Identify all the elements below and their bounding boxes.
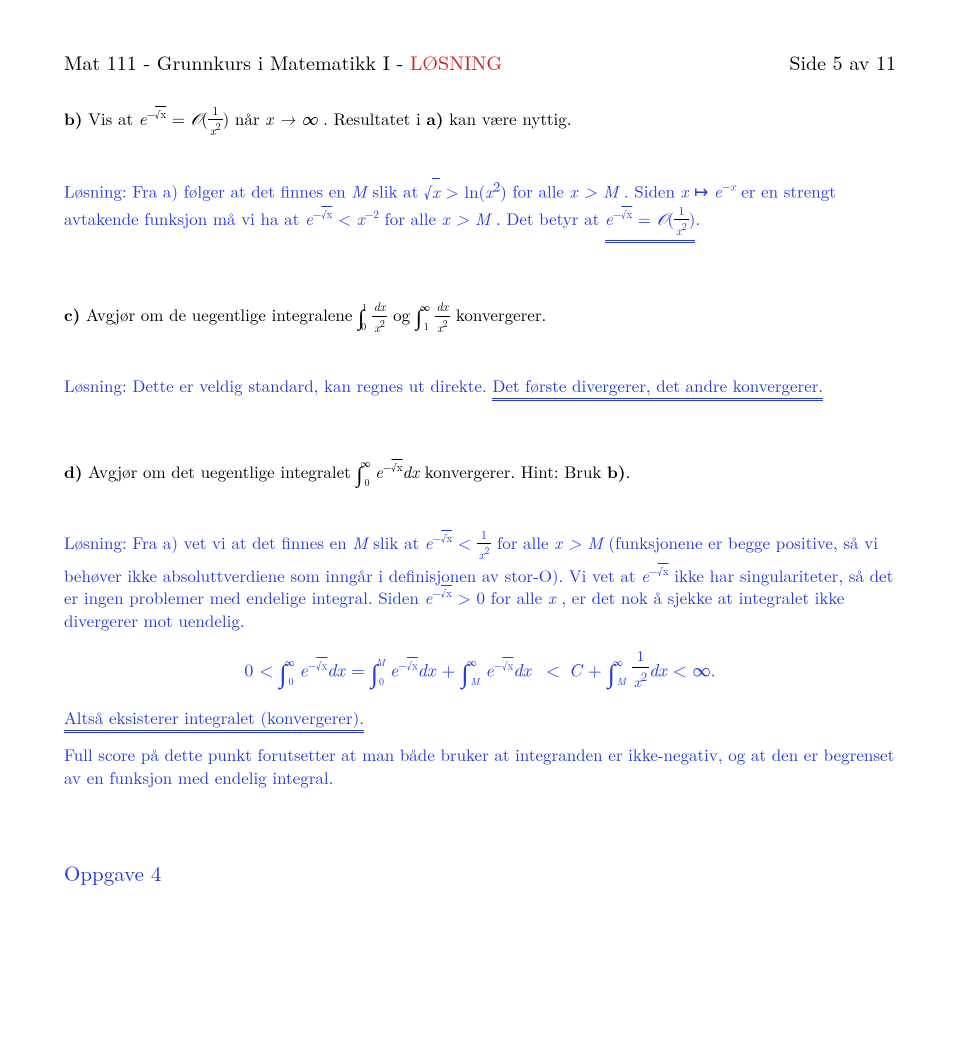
b-text-4: . Resultatet i (323, 106, 426, 130)
display-equation-d: 0 < ∫∞0 e−√xdx = ∫M0 e−√xdx + ∫∞M e−√xdx… (64, 646, 896, 692)
solution-b: Løsning: Fra a) følger at det finnes en … (64, 177, 896, 243)
b-text-3: når (235, 106, 265, 130)
heading-oppgave-4: Oppgave 4 (64, 859, 896, 887)
sol-b-conclusion: e−√x = 𝒪(1x2) (605, 203, 696, 243)
label-d: d) (64, 460, 82, 484)
b-text-1: Vis at (88, 106, 139, 130)
page-header: Mat 111 - Grunnkurs i Matematikk I - LØS… (64, 48, 896, 75)
sol-c-conclusion: Det første divergerer, det andre konverg… (492, 374, 823, 401)
sol-d-fullscore: Full score på dette punkt forutsetter at… (64, 743, 896, 789)
solution-d: Løsning: Fra a) vet vi at det finnes en … (64, 527, 896, 632)
b-ref-a: a) (426, 107, 443, 131)
header-course: Mat 111 - Grunnkurs i Matematikk I - (64, 47, 410, 76)
problem-c: c) Avgjør om de uegentlige integralene ∫… (64, 299, 896, 335)
sol-d-conclusion: Altså eksisterer integralet (konvergerer… (64, 706, 364, 733)
problem-b: b) Vis at e−√x = 𝒪(1x2) når x → ∞ . Resu… (64, 103, 896, 139)
solution-c: Løsning: Dette er veldig standard, kan r… (64, 374, 896, 401)
header-left: Mat 111 - Grunnkurs i Matematikk I - LØS… (64, 48, 502, 75)
label-b: b) (64, 107, 82, 131)
b-text-5: kan være nyttig. (449, 106, 571, 130)
b-eq: = (172, 106, 191, 130)
label-c: c) (64, 304, 80, 328)
problem-d: d) Avgjør om det uegentlige integralet ∫… (64, 457, 896, 490)
sol-d-conclusion-line: Altså eksisterer integralet (konvergerer… (64, 706, 896, 733)
header-losning: LØSNING (410, 47, 502, 76)
header-right: Side 5 av 11 (789, 48, 896, 75)
sol-b-label: Løsning: (64, 179, 127, 203)
